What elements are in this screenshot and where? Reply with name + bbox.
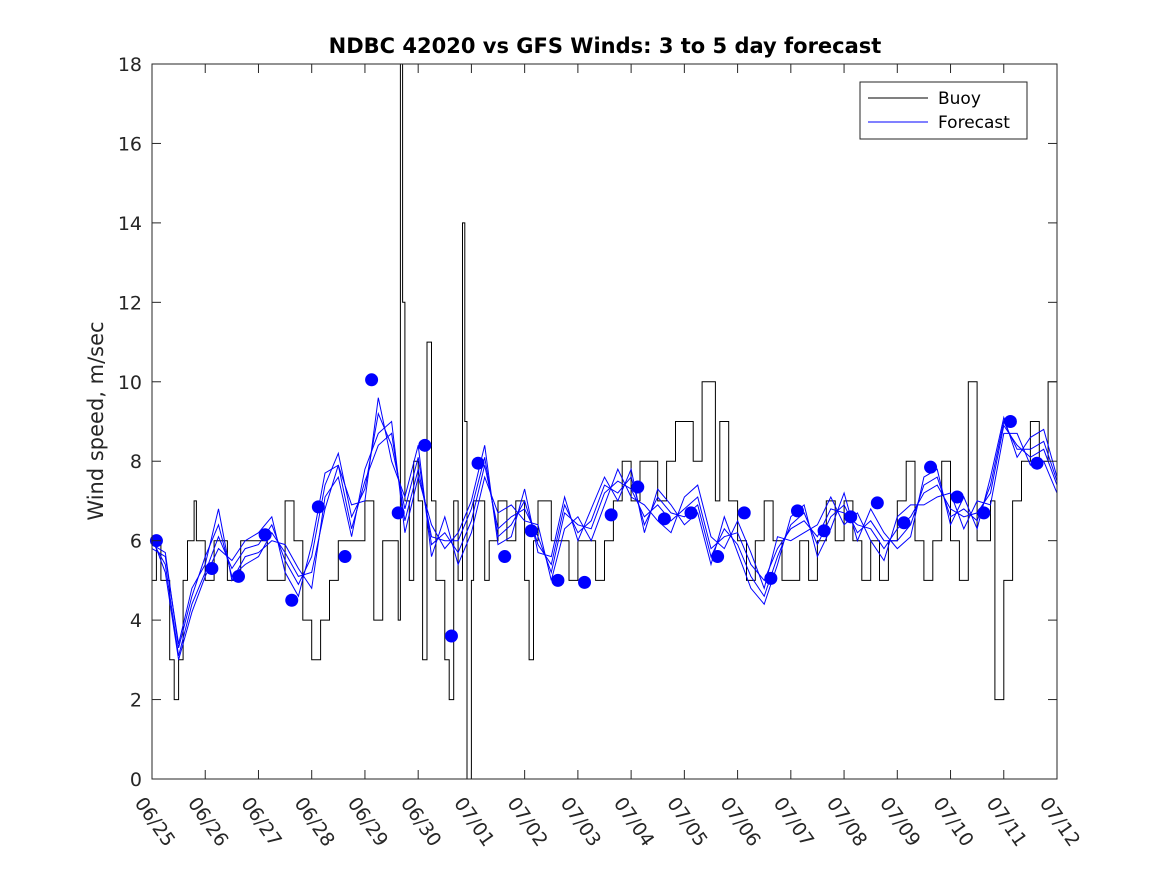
forecast-marker — [285, 593, 299, 607]
forecast-marker — [870, 496, 884, 510]
y-tick-label: 4 — [130, 610, 142, 632]
forecast-marker — [498, 550, 512, 564]
y-axis-label: Wind speed, m/sec — [84, 321, 108, 520]
forecast-marker — [657, 512, 671, 526]
forecast-marker — [471, 456, 485, 470]
forecast-line-4 — [152, 419, 1057, 649]
forecast-marker — [338, 550, 352, 564]
forecast-marker — [205, 561, 219, 575]
forecast-marker — [391, 506, 405, 520]
y-tick-label: 10 — [118, 372, 142, 394]
axes-box — [151, 63, 1058, 780]
forecast-marker — [311, 500, 325, 514]
chart-title: NDBC 42020 vs GFS Winds: 3 to 5 day fore… — [329, 34, 882, 58]
axes-background — [152, 64, 1057, 779]
forecast-line-3 — [152, 397, 1057, 660]
legend: Buoy Forecast — [859, 81, 1028, 140]
y-tick-label: 18 — [118, 54, 142, 76]
legend-label-buoy: Buoy — [938, 89, 981, 109]
forecast-marker — [1003, 415, 1017, 428]
forecast-marker — [790, 504, 804, 518]
forecast-marker — [365, 373, 379, 387]
y-tick-label: 14 — [118, 213, 142, 235]
forecast-marker — [764, 571, 778, 585]
forecast-marker — [737, 506, 751, 520]
y-tick-label: 2 — [130, 690, 142, 712]
forecast-marker — [924, 460, 938, 474]
forecast-marker — [844, 510, 858, 524]
forecast-marker — [551, 573, 565, 587]
forecast-marker — [524, 524, 538, 538]
y-axis: 0 2 4 6 8 10 12 14 16 18 — [118, 54, 1057, 791]
forecast-marker — [1030, 456, 1044, 470]
y-tick-label: 16 — [118, 133, 142, 155]
y-tick-label: 12 — [118, 292, 142, 314]
forecast-marker — [817, 524, 831, 538]
forecast-marker — [631, 480, 645, 494]
forecast-markers — [149, 373, 1044, 643]
forecast-marker — [232, 569, 246, 583]
legend-label-forecast: Forecast — [938, 113, 1010, 133]
forecast-marker — [604, 508, 618, 522]
plot-area — [152, 64, 1057, 779]
legend-box — [859, 81, 1028, 140]
forecast-marker — [444, 629, 458, 643]
forecast-marker — [897, 516, 911, 530]
forecast-marker — [578, 575, 592, 589]
forecast-marker — [418, 438, 432, 452]
y-tick-label: 0 — [130, 769, 142, 791]
forecast-marker — [950, 490, 964, 504]
y-tick-label: 8 — [130, 451, 142, 473]
forecast-marker — [684, 506, 698, 520]
forecast-marker — [711, 550, 725, 564]
forecast-marker — [977, 506, 991, 520]
forecast-marker — [258, 528, 272, 542]
y-tick-label: 6 — [130, 531, 142, 553]
